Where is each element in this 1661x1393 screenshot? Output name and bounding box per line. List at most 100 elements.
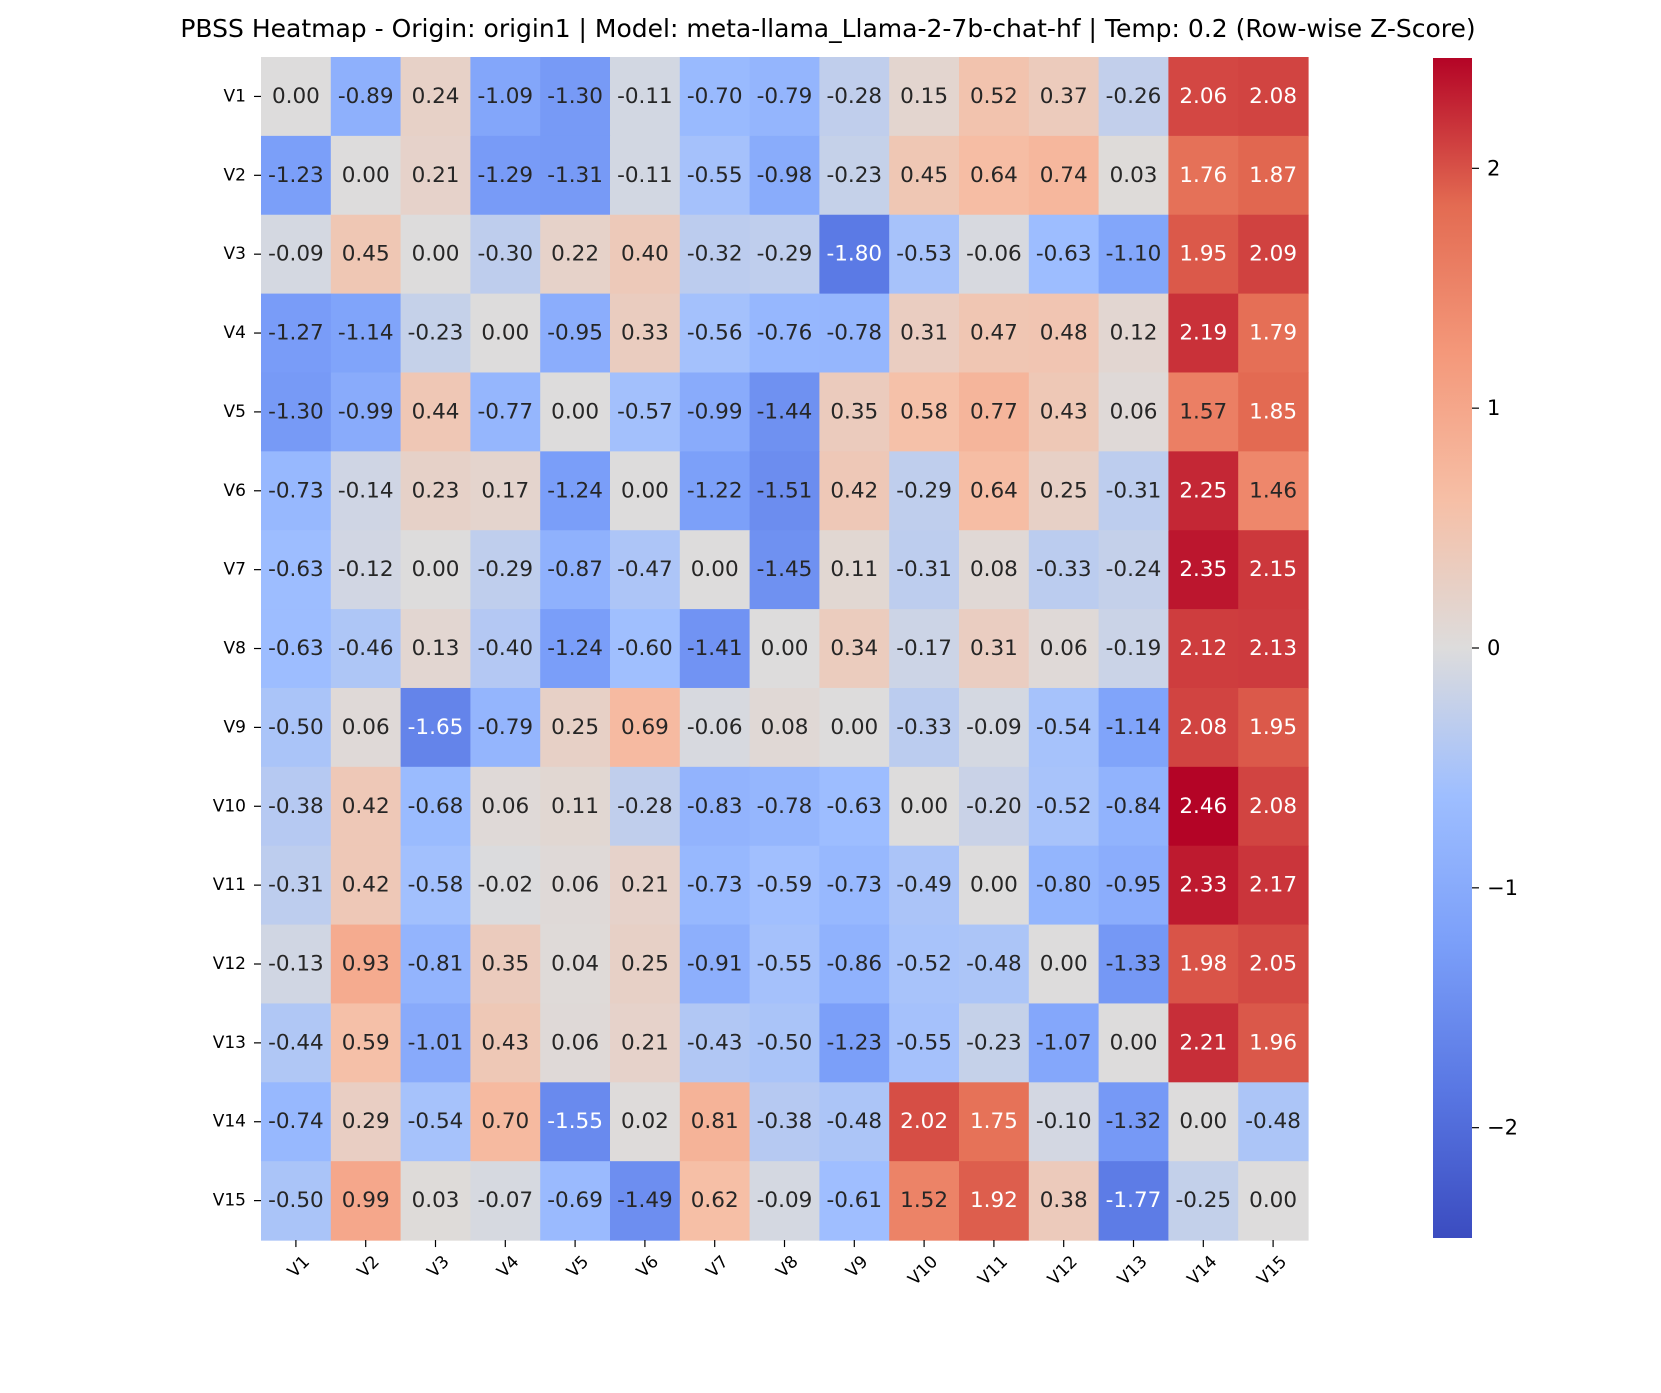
heatmap-cell: [261, 1003, 332, 1083]
row-tick-label: V15: [213, 1191, 246, 1211]
heatmap-cell: [889, 135, 960, 216]
cell-value-label: -0.14: [338, 478, 394, 503]
heatmap-cell: [261, 293, 332, 374]
row-tick-label: V6: [224, 481, 246, 501]
cell-value-label: -0.70: [687, 84, 743, 109]
heatmap-cell: [959, 766, 1030, 847]
heatmap-cell: [610, 530, 681, 610]
heatmap-cell: [470, 687, 541, 768]
cell-value-label: -0.52: [896, 952, 952, 977]
cell-value-label: 0.06: [1110, 399, 1158, 424]
row-tick-labels: V1 V2 V3 V4 V5 V6 V7 V8 V9 V10 V11 V12 V13 V14 V15: [213, 86, 261, 1211]
heatmap-cell: [889, 1161, 960, 1241]
heatmap-cell: [1028, 845, 1100, 926]
heatmap-cell: [540, 609, 611, 689]
cell-value-label: 2.19: [1179, 321, 1227, 346]
cell-value-label: 2.15: [1249, 557, 1297, 582]
heatmap-cell: [819, 293, 890, 374]
cell-value-label: 0.93: [342, 952, 390, 977]
heatmap-cell: [889, 924, 960, 1005]
heatmap-cell: [1028, 609, 1100, 689]
heatmap-cell: [330, 1161, 402, 1241]
cell-value-label: -0.26: [1106, 84, 1162, 109]
cell-value-label: 0.06: [1040, 636, 1088, 661]
heatmap-cell: [1238, 530, 1309, 610]
cell-value-label: 1.92: [970, 1188, 1018, 1213]
cell-value-label: 1.46: [1249, 478, 1297, 503]
heatmap-cell: [1028, 57, 1100, 137]
cell-value-label: -0.31: [1106, 478, 1162, 503]
row-tick-label: V14: [213, 1112, 246, 1132]
cell-value-label: -1.07: [1036, 1030, 1092, 1055]
heatmap-cell: [889, 57, 960, 137]
cell-value-label: 2.35: [1179, 557, 1227, 582]
heatmap-cell: [1098, 451, 1169, 531]
cell-value-label: -0.98: [757, 163, 813, 188]
cell-value-label: 0.21: [412, 163, 460, 188]
heatmap-cell: [470, 372, 541, 452]
cell-value-label: 0.64: [970, 478, 1018, 503]
cell-value-label: -0.09: [268, 242, 324, 267]
cell-value-label: -1.32: [1106, 1109, 1162, 1134]
cell-value-label: -0.84: [1106, 794, 1162, 819]
heatmap-cell: [1028, 766, 1100, 847]
cell-value-label: -1.24: [547, 636, 603, 661]
cell-value-label: -1.09: [477, 84, 533, 109]
heatmap-cell: [889, 372, 960, 452]
heatmap-cell: [540, 766, 611, 847]
cell-value-label: -0.89: [338, 84, 394, 109]
heatmap-cell: [679, 845, 751, 926]
heatmap-cell: [889, 845, 960, 926]
cell-value-label: -1.27: [268, 321, 324, 346]
heatmap-cell: [679, 1082, 751, 1162]
heatmap-cell: [1098, 372, 1169, 452]
heatmap-cell: [400, 687, 471, 768]
cell-value-label: 0.38: [1040, 1188, 1088, 1213]
cell-value-label: 0.42: [342, 873, 390, 898]
heatmap-cell: [261, 214, 332, 295]
heatmap-cell: [1098, 845, 1169, 926]
heatmap-cell: [1098, 687, 1169, 768]
cell-value-label: -0.43: [687, 1030, 743, 1055]
cell-value-label: 0.45: [342, 242, 390, 267]
cell-value-label: -0.23: [826, 163, 882, 188]
cell-value-label: -0.23: [966, 1030, 1022, 1055]
heatmap-cell: [610, 845, 681, 926]
heatmap-cell: [470, 451, 541, 531]
heatmap-cell: [400, 451, 471, 531]
column-tick-label: V6: [633, 1252, 663, 1282]
heatmap-cell: [470, 57, 541, 137]
cell-value-label: 0.00: [272, 84, 320, 109]
heatmap-cell: [400, 1003, 471, 1083]
heatmap-cell: [610, 687, 681, 768]
heatmap-cells: 0.00 -0.89 0.24 -1.09 -1.30 -0.11 -0.70 -0.79 -0…: [261, 57, 1309, 1241]
heatmap-cell: [261, 924, 332, 1005]
cell-value-label: 0.47: [970, 321, 1018, 346]
heatmap-cell: [470, 214, 541, 295]
cell-value-label: -0.23: [408, 321, 464, 346]
heatmap-cell: [1238, 214, 1309, 295]
heatmap-cell: [1238, 924, 1309, 1005]
heatmap-cell: [1168, 687, 1239, 768]
cell-value-label: -0.11: [617, 84, 673, 109]
heatmap-cell: [261, 766, 332, 847]
cell-value-label: -0.54: [408, 1109, 464, 1134]
heatmap-cell: [1098, 1161, 1169, 1241]
cell-value-label: -0.54: [1036, 715, 1092, 740]
cell-value-label: -0.79: [477, 715, 533, 740]
cell-value-label: -0.29: [896, 478, 952, 503]
cell-value-label: 0.00: [412, 557, 460, 582]
cell-value-label: 0.00: [830, 715, 878, 740]
cell-value-label: 1.95: [1249, 715, 1297, 740]
colorbar-tick-label: 2: [1487, 156, 1500, 180]
heatmap-cell: [679, 924, 751, 1005]
cell-value-label: -0.76: [757, 321, 813, 346]
cell-value-label: 0.21: [621, 873, 669, 898]
cell-value-label: -0.29: [757, 242, 813, 267]
row-tick-label: V12: [213, 954, 246, 974]
cell-value-label: 0.00: [342, 163, 390, 188]
cell-value-label: 0.34: [830, 636, 878, 661]
heatmap-cell: [470, 293, 541, 374]
heatmap-cell: [330, 924, 402, 1005]
